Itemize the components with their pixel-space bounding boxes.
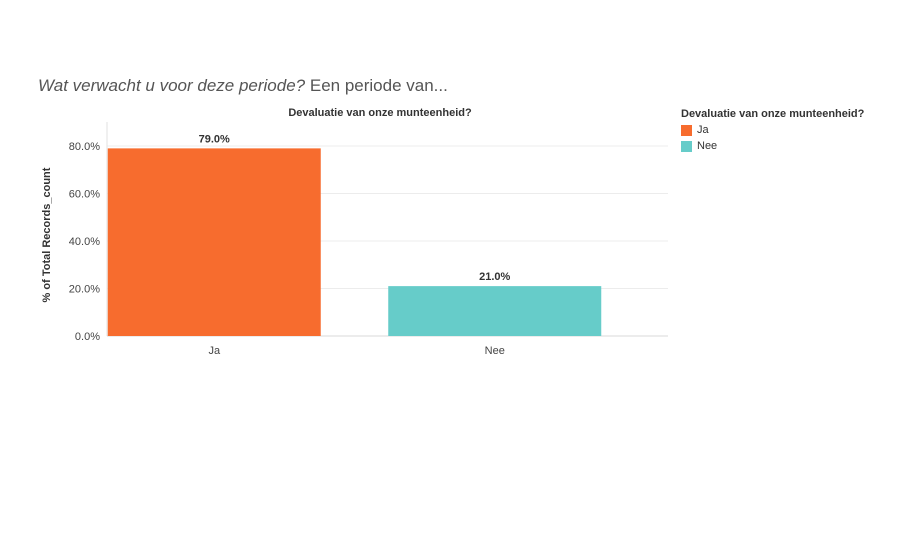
legend-swatch (681, 140, 692, 152)
legend: Devaluatie van onze munteenheid? Ja Nee (681, 108, 864, 154)
bar-ja (107, 148, 321, 336)
page-question-suffix: Een periode van... (309, 76, 448, 95)
y-tick-label: 60.0% (69, 189, 100, 201)
page-title: Wat verwacht u voor deze periode? Een pe… (38, 76, 448, 96)
page-question: Wat verwacht u voor deze periode? (38, 76, 306, 95)
legend-label: Ja (697, 124, 709, 136)
legend-title: Devaluatie van onze munteenheid? (681, 108, 865, 120)
bar-value-label: 21.0% (479, 271, 510, 283)
y-axis-title: % of Total Records_count (41, 167, 53, 302)
y-tick-label: 20.0% (69, 284, 100, 296)
chart-title: Devaluatie van onze munteenheid? (288, 107, 472, 119)
x-tick-label: Ja (208, 345, 221, 357)
x-tick-label: Nee (485, 345, 505, 357)
bar-nee (388, 286, 602, 336)
y-tick-label: 40.0% (69, 236, 100, 248)
legend-label: Nee (697, 140, 718, 152)
bar-value-label: 79.0% (199, 133, 230, 145)
legend-swatch (681, 124, 692, 136)
legend-item-ja: Ja (681, 122, 864, 138)
y-tick-label: 0.0% (75, 331, 100, 343)
y-tick-label: 80.0% (69, 141, 100, 153)
legend-item-nee: Nee (681, 138, 864, 154)
